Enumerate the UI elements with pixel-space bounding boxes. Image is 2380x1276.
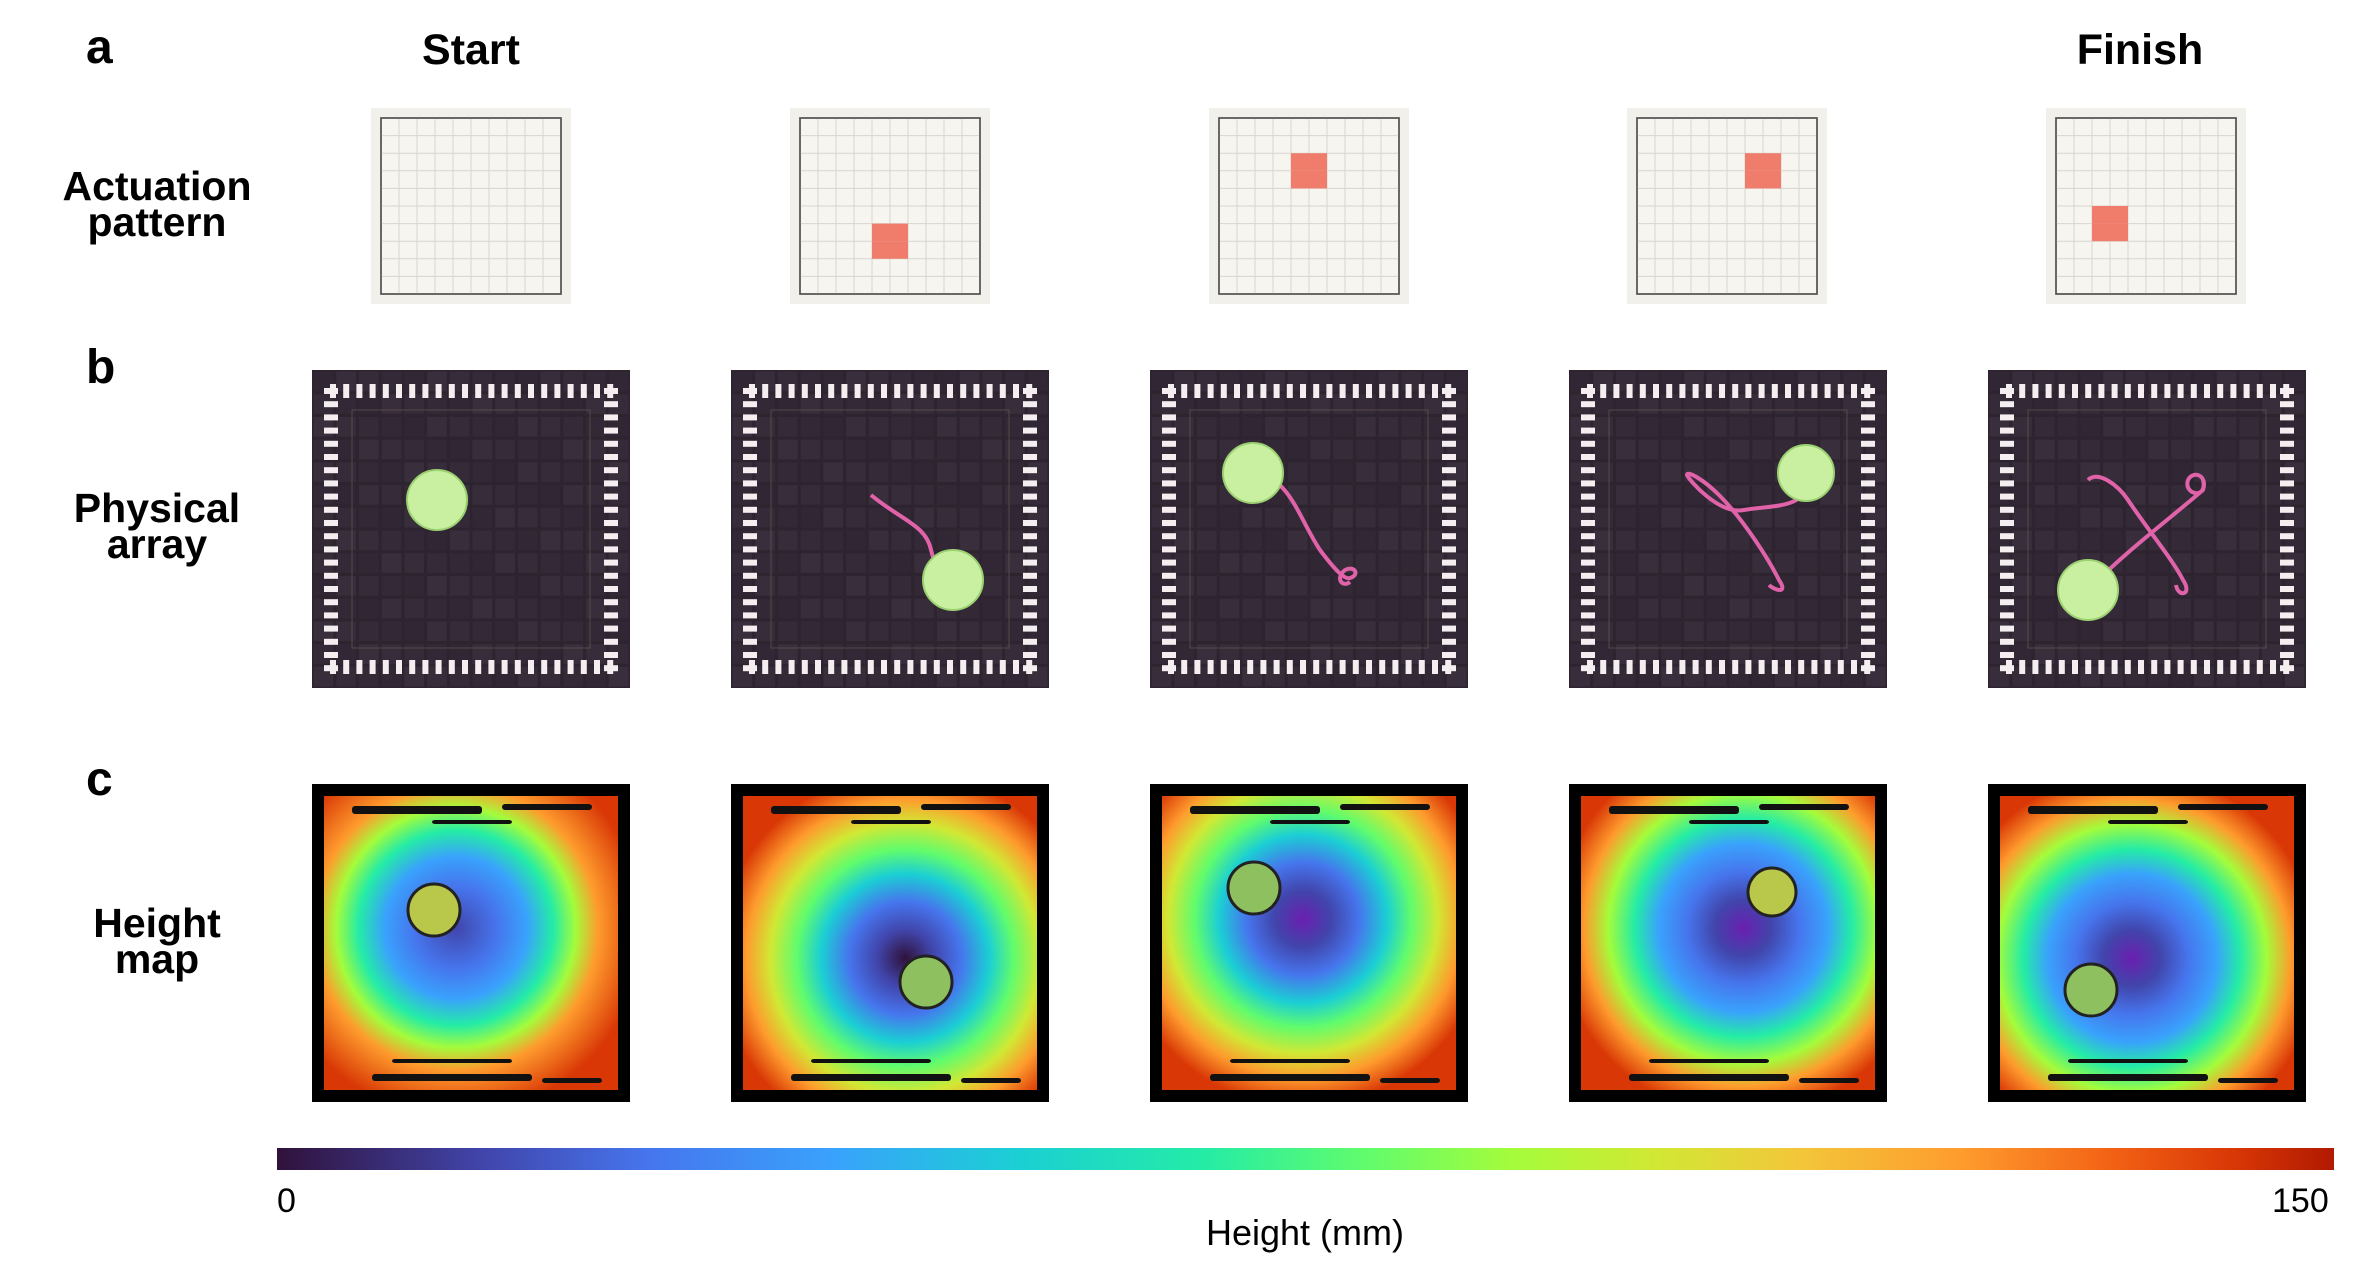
actuation-pattern-5 — [2046, 108, 2246, 304]
ball — [922, 549, 984, 611]
ball — [406, 469, 468, 531]
row-label-line: array — [106, 521, 208, 567]
active-cell — [1309, 170, 1327, 189]
row-label-line: map — [114, 936, 200, 982]
actuation-pattern-4 — [1627, 108, 1827, 304]
active-cell — [2092, 223, 2110, 242]
actuation-pattern-1 — [371, 108, 571, 304]
colorbar-min-label: 0 — [277, 1182, 296, 1220]
physical-array-photo-4 — [1569, 370, 1887, 688]
ball — [1222, 442, 1284, 504]
active-cell — [1763, 170, 1781, 189]
ball — [2057, 559, 2119, 621]
active-cell — [2110, 223, 2128, 242]
column-title-start: Start — [422, 26, 520, 74]
active-cell — [2092, 206, 2110, 224]
column-title-finish: Finish — [2076, 26, 2204, 74]
active-cell — [890, 241, 908, 259]
physical-array-photo-5 — [1988, 370, 2306, 688]
actuation-pattern-3 — [1209, 108, 1409, 304]
active-cell — [1309, 153, 1327, 171]
ball-trace — [2086, 472, 2206, 596]
physical-array-photo-1 — [312, 370, 630, 688]
height-map-5 — [1988, 784, 2306, 1102]
row-label-line: pattern — [87, 199, 227, 245]
height-map-1 — [312, 784, 630, 1102]
ball — [1777, 444, 1835, 502]
colorbar-max-label: 150 — [2272, 1182, 2329, 1220]
ball-height — [1226, 860, 1282, 916]
height-map-2 — [731, 784, 1049, 1102]
panel-letter-c: c — [86, 753, 113, 806]
active-cell — [1291, 153, 1309, 171]
active-cell — [1745, 170, 1763, 189]
ball-trace — [1684, 471, 1808, 592]
colorbar-axis-label: Height (mm) — [1205, 1212, 1405, 1253]
row-label-line: Physical — [73, 485, 241, 531]
active-cell — [1763, 153, 1781, 171]
ball-height — [1746, 866, 1798, 918]
ball-height — [406, 882, 462, 938]
physical-array-photo-3 — [1150, 370, 1468, 688]
row-label-actuation-pattern: Actuation pattern — [7, 163, 307, 245]
active-cell — [1291, 170, 1309, 189]
physical-array-photo-2 — [731, 370, 1049, 688]
active-cell — [2110, 206, 2128, 224]
row-label-line: Actuation — [62, 163, 252, 209]
height-map-4 — [1569, 784, 1887, 1102]
row-label-line: Height — [93, 900, 221, 946]
panel-letter-b: b — [86, 341, 116, 394]
active-cell — [1745, 153, 1763, 171]
active-cell — [872, 241, 890, 259]
row-label-height-map: Height map — [7, 900, 307, 982]
ball-trace — [1259, 473, 1358, 586]
active-cell — [890, 223, 908, 242]
panel-letter-a: a — [86, 21, 113, 74]
colorbar — [277, 1148, 2334, 1170]
row-label-physical-array: Physical array — [7, 485, 307, 567]
active-cell — [872, 223, 890, 242]
actuation-pattern-2 — [790, 108, 990, 304]
height-map-3 — [1150, 784, 1468, 1102]
ball-height — [2063, 962, 2119, 1018]
ball-height — [898, 954, 954, 1010]
